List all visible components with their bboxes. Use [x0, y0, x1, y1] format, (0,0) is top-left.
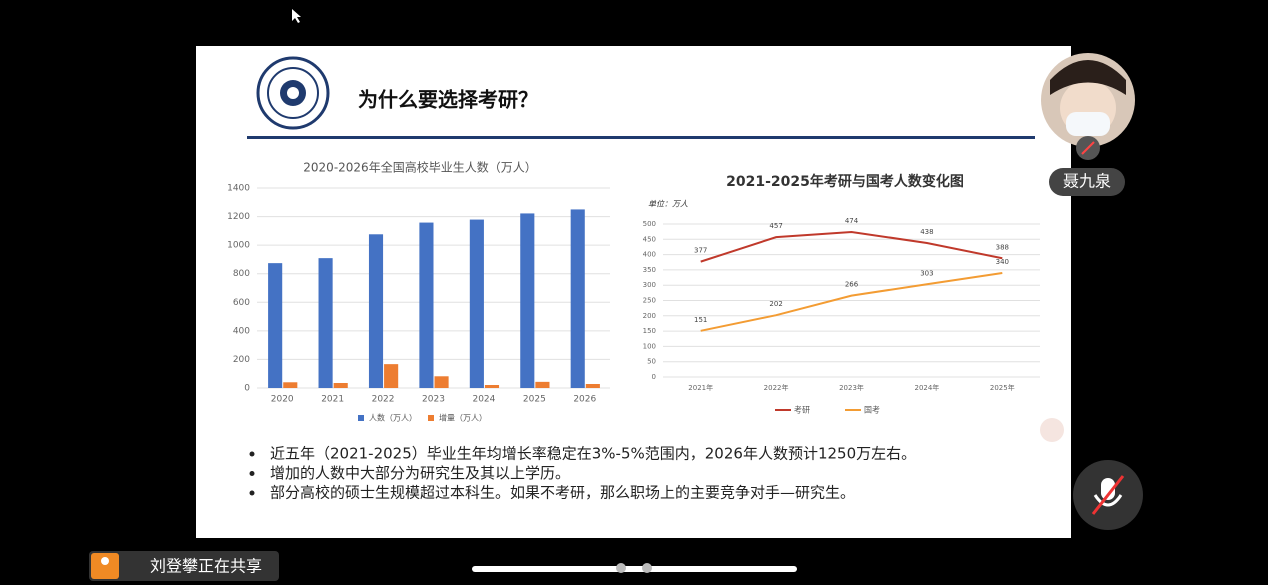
data-label: 340 — [996, 258, 1009, 266]
y-tick-label: 150 — [643, 327, 656, 335]
bar — [469, 219, 484, 388]
data-label: 266 — [845, 281, 859, 289]
x-tick-label: 2022年 — [764, 383, 789, 392]
x-tick-label: 2023 — [422, 395, 445, 405]
bar — [434, 376, 449, 388]
bullet-dot — [249, 471, 255, 476]
small-avatar[interactable] — [1040, 418, 1064, 442]
data-label: 457 — [769, 222, 782, 230]
x-tick-label: 2021 — [321, 395, 344, 405]
legend-label: 增量（万人） — [439, 413, 487, 423]
x-tick-label: 2023年 — [839, 383, 864, 392]
bar — [484, 385, 500, 388]
progress-dot[interactable] — [616, 563, 626, 573]
bullet-dot — [249, 451, 255, 457]
slide-title: 为什么要选择考研？ — [358, 88, 538, 112]
legend-label: 人数（万人） — [369, 413, 417, 423]
x-tick-label: 2025年 — [990, 383, 1015, 392]
legend-swatch — [428, 415, 434, 421]
slide — [196, 46, 1071, 538]
y-tick-label: 400 — [233, 326, 250, 336]
bar — [384, 364, 399, 388]
bullet-text: 增加的人数中大部分为研究生及其以上学历。 — [270, 464, 570, 482]
y-tick-label: 200 — [643, 312, 656, 320]
bar — [368, 234, 384, 388]
y-tick-label: 50 — [647, 358, 656, 366]
y-tick-label: 400 — [643, 251, 656, 259]
x-tick-label: 2020 — [271, 395, 294, 405]
logo — [256, 56, 330, 130]
x-tick-label: 2025 — [523, 395, 546, 405]
y-tick-label: 350 — [643, 266, 656, 274]
bar — [535, 381, 550, 388]
data-label: 377 — [694, 247, 707, 255]
y-tick-label: 450 — [643, 235, 656, 243]
participant-name: 聂九泉 — [1063, 172, 1111, 191]
chart-title: 2021-2025年考研与国考人数变化图 — [726, 173, 964, 190]
x-tick-label: 2026 — [573, 395, 596, 405]
data-label: 388 — [996, 243, 1009, 251]
y-tick-label: 600 — [233, 298, 250, 308]
line-series — [700, 271, 1003, 332]
data-label: 151 — [694, 316, 707, 324]
bar — [520, 213, 535, 388]
x-tick-label: 2022 — [372, 395, 395, 405]
data-label: 438 — [920, 228, 933, 236]
legend-label: 考研 — [794, 406, 810, 415]
y-tick-label: 1200 — [227, 212, 250, 222]
participant-video — [1041, 53, 1135, 160]
bar — [419, 222, 434, 388]
bar-chart: 2020-2026年全国高校毕业生人数（万人） 0 200 400 600 800 1000… — [227, 160, 610, 423]
mute-button[interactable] — [1073, 460, 1143, 530]
y-tick-label: 800 — [233, 269, 250, 279]
y-tick-label: 1400 — [227, 184, 250, 194]
x-tick-label: 2024年 — [914, 383, 939, 392]
bar — [585, 384, 600, 388]
data-label: 202 — [769, 300, 782, 308]
x-tick-label: 2021年 — [688, 383, 713, 392]
bar — [283, 382, 298, 388]
data-label: 474 — [845, 217, 859, 225]
x-tick-label: 2024 — [472, 395, 495, 405]
progress-bar[interactable] — [472, 566, 797, 572]
sharing-status: 刘登攀正在共享 — [150, 557, 262, 576]
cursor — [292, 9, 301, 23]
y-tick-label: 100 — [643, 342, 656, 350]
bar — [268, 263, 283, 388]
share-badge — [89, 551, 279, 581]
line-series — [700, 230, 1003, 263]
chart-title: 2020-2026年全国高校毕业生人数（万人） — [303, 160, 536, 175]
bar — [318, 258, 333, 388]
legend-swatch — [358, 415, 364, 421]
bar — [333, 383, 348, 388]
y-tick-label: 0 — [244, 384, 250, 394]
legend-label: 国考 — [864, 406, 880, 415]
progress-dot[interactable] — [642, 563, 652, 573]
bullet-dot — [249, 490, 255, 496]
bullet-list: 近五年（2021-2025）毕业生年均增长率稳定在3%-5%范围内，2026年人… — [249, 445, 916, 502]
y-tick-label: 1000 — [227, 241, 250, 251]
y-tick-label: 200 — [233, 355, 250, 365]
bar — [570, 209, 585, 388]
chart-subtitle: 单位：万人 — [648, 200, 688, 209]
share-icon-head — [101, 557, 109, 565]
data-label: 303 — [920, 269, 933, 277]
y-tick-label: 250 — [643, 297, 656, 305]
y-tick-label: 0 — [652, 373, 656, 381]
bullet-text: 部分高校的硕士生规模超过本科生。如果不考研，那么职场上的主要竞争对手—研究生。 — [270, 484, 855, 502]
y-tick-label: 300 — [643, 281, 656, 289]
y-tick-label: 500 — [643, 220, 656, 228]
bullet-text: 近五年（2021-2025）毕业生年均增长率稳定在3%-5%范围内，2026年人… — [270, 445, 916, 463]
title-rule — [247, 136, 1035, 139]
name-badge — [1049, 168, 1125, 196]
share-icon — [91, 553, 119, 579]
